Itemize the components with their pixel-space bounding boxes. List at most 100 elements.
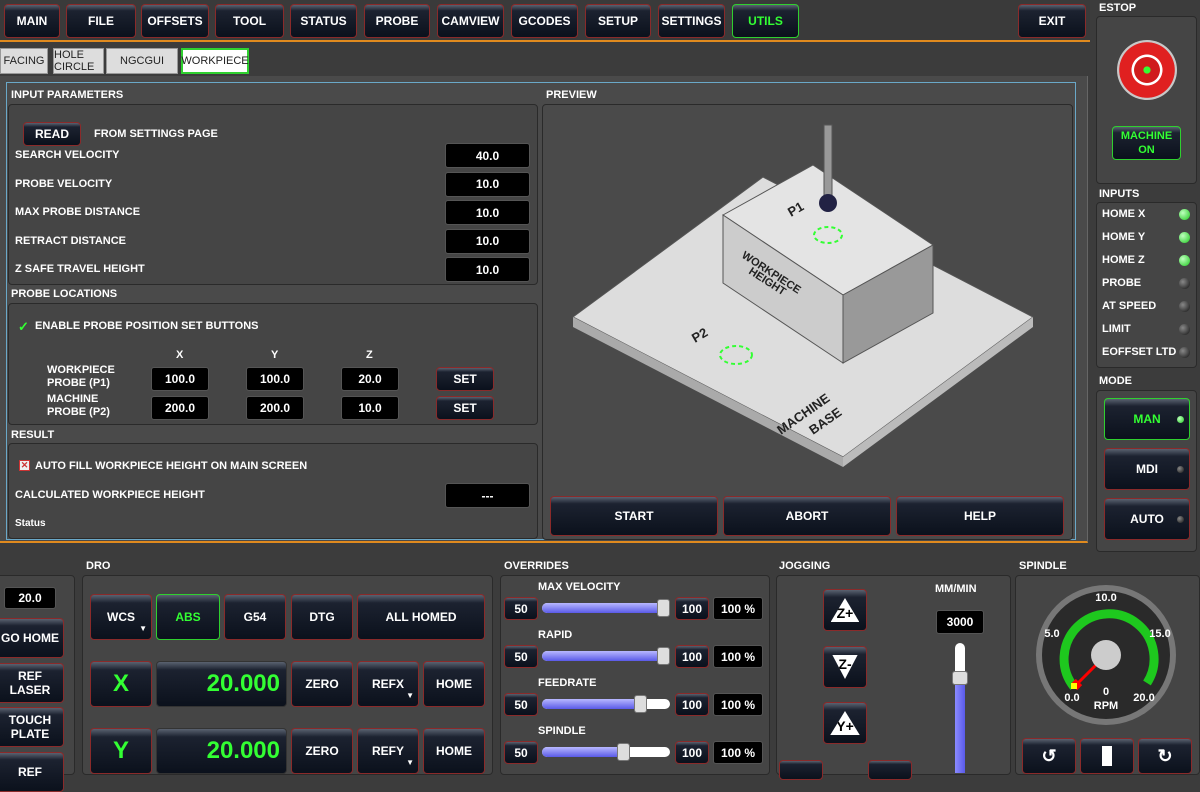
param-field[interactable]: 10.0 <box>445 257 530 282</box>
mode-man-button[interactable]: MAN <box>1104 398 1190 440</box>
override-slider[interactable] <box>542 695 670 713</box>
override-label: MAX VELOCITY <box>538 581 621 593</box>
spindle-gauge: 10.0 5.0 15.0 0.0 20.0 0 RPM <box>1036 585 1176 725</box>
autofill-checkbox[interactable]: ✕ <box>19 460 30 471</box>
tick-20: 20.0 <box>1133 692 1154 704</box>
jog-x-minus-button[interactable] <box>779 760 823 780</box>
input-label: LIMIT <box>1102 323 1131 335</box>
workpiece-frame <box>6 82 1076 540</box>
mode-led-icon <box>1177 416 1184 423</box>
read-note: FROM SETTINGS PAGE <box>94 128 218 140</box>
spindle-stop-button[interactable] <box>1080 738 1134 774</box>
slider-knob[interactable] <box>657 599 670 617</box>
param-field[interactable]: 10.0 <box>445 200 530 225</box>
jog-rate-slider[interactable] <box>952 643 968 773</box>
input-title: INPUT PARAMETERS <box>11 89 124 101</box>
slider-knob[interactable] <box>657 647 670 665</box>
g54-button[interactable]: G54 <box>224 594 286 640</box>
override-max-button[interactable]: 100 <box>675 597 709 620</box>
tool-button[interactable]: TOUCH PLATE <box>0 707 64 747</box>
input-led-icon <box>1179 209 1190 220</box>
subtab-hole-circle[interactable]: HOLE CIRCLE <box>53 48 104 74</box>
override-max-button[interactable]: 100 <box>675 741 709 764</box>
wcs-button[interactable]: WCS ▼ <box>90 594 152 640</box>
jog-x-plus-button[interactable] <box>868 760 912 780</box>
override-min-button[interactable]: 50 <box>504 597 538 620</box>
nav-main[interactable]: MAIN <box>4 4 60 38</box>
param-field[interactable]: 40.0 <box>445 143 530 168</box>
probe-x-field[interactable]: 200.0 <box>151 396 209 420</box>
override-slider[interactable] <box>542 647 670 665</box>
jog-slider-knob[interactable] <box>952 671 968 685</box>
override-slider[interactable] <box>542 743 670 761</box>
dtg-button[interactable]: DTG <box>291 594 353 640</box>
tool-button[interactable]: REF <box>0 751 64 792</box>
nav-probe[interactable]: PROBE <box>364 4 430 38</box>
subtab-ngcgui[interactable]: NGCGUI <box>106 48 178 74</box>
z-minus-icon: Z- <box>832 655 858 679</box>
mode-mdi-button[interactable]: MDI <box>1104 448 1190 490</box>
param-field[interactable]: 10.0 <box>445 228 530 254</box>
tool-button[interactable]: GO HOME <box>0 618 64 658</box>
nav-tool[interactable]: TOOL <box>215 4 284 38</box>
nav-offsets[interactable]: OFFSETS <box>141 4 209 38</box>
spindle-cw-button[interactable]: ↻ <box>1138 738 1192 774</box>
machine-on-button[interactable]: MACHINE ON <box>1112 126 1181 160</box>
param-field[interactable]: 10.0 <box>445 171 530 197</box>
spindle-ccw-button[interactable]: ↺ <box>1022 738 1076 774</box>
set-button[interactable]: SET <box>436 396 494 420</box>
help-button[interactable]: HELP <box>896 496 1064 536</box>
nav-settings[interactable]: SETTINGS <box>658 4 725 38</box>
home-button[interactable]: HOME <box>423 661 485 707</box>
all-homed-button[interactable]: ALL HOMED <box>357 594 485 640</box>
param-label: PROBE VELOCITY <box>15 177 113 190</box>
nav-file[interactable]: FILE <box>66 4 136 38</box>
estop-button[interactable] <box>1117 40 1177 100</box>
home-button[interactable]: HOME <box>423 728 485 774</box>
nav-setup[interactable]: SETUP <box>585 4 651 38</box>
probe-y-field[interactable]: 100.0 <box>246 367 304 391</box>
enable-checkbox[interactable]: ✓ <box>18 319 29 334</box>
override-slider[interactable] <box>542 599 670 617</box>
mode-auto-button[interactable]: AUTO <box>1104 498 1190 540</box>
subtab-facing[interactable]: FACING <box>0 48 48 74</box>
jog-z-plus-button[interactable]: Z+ <box>823 589 867 631</box>
override-min-button[interactable]: 50 <box>504 645 538 668</box>
start-button[interactable]: START <box>550 496 718 536</box>
probe-z-field[interactable]: 10.0 <box>341 396 399 420</box>
slider-knob[interactable] <box>616 743 630 761</box>
abort-button[interactable]: ABORT <box>723 496 891 536</box>
input-label: HOME Y <box>1102 231 1146 243</box>
zero-button[interactable]: ZERO <box>291 661 353 707</box>
axis-y-label[interactable]: Y <box>90 728 152 774</box>
tick-5: 5.0 <box>1044 628 1059 640</box>
probe-x-field[interactable]: 100.0 <box>151 367 209 391</box>
ref-button[interactable]: REFY ▼ <box>357 728 419 774</box>
input-label: PROBE <box>1102 277 1142 289</box>
jog-y-plus-button[interactable]: Y+ <box>823 702 867 744</box>
override-max-button[interactable]: 100 <box>675 645 709 668</box>
jog-z-minus-button[interactable]: Z- <box>823 646 867 688</box>
slider-knob[interactable] <box>634 695 647 713</box>
zero-button[interactable]: ZERO <box>291 728 353 774</box>
result-title: RESULT <box>11 429 55 441</box>
set-button[interactable]: SET <box>436 367 494 391</box>
abs-button[interactable]: ABS <box>156 594 220 640</box>
probe-z-field[interactable]: 20.0 <box>341 367 399 391</box>
nav-gcodes[interactable]: GCODES <box>511 4 578 38</box>
read-button[interactable]: READ <box>23 122 81 146</box>
nav-utils[interactable]: UTILS <box>732 4 799 38</box>
mode-led-icon <box>1177 466 1184 473</box>
override-min-button[interactable]: 50 <box>504 741 538 764</box>
ref-button[interactable]: REFX ▼ <box>357 661 419 707</box>
override-max-button[interactable]: 100 <box>675 693 709 716</box>
axis-x-label[interactable]: X <box>90 661 152 707</box>
subtab-workpiece[interactable]: WORKPIECE <box>181 48 249 74</box>
exit-button[interactable]: EXIT <box>1018 4 1086 38</box>
probe-y-field[interactable]: 200.0 <box>246 396 304 420</box>
nav-camview[interactable]: CAMVIEW <box>437 4 504 38</box>
dro-title: DRO <box>86 560 111 572</box>
override-min-button[interactable]: 50 <box>504 693 538 716</box>
nav-status[interactable]: STATUS <box>290 4 357 38</box>
tool-button[interactable]: REF LASER <box>0 662 64 703</box>
